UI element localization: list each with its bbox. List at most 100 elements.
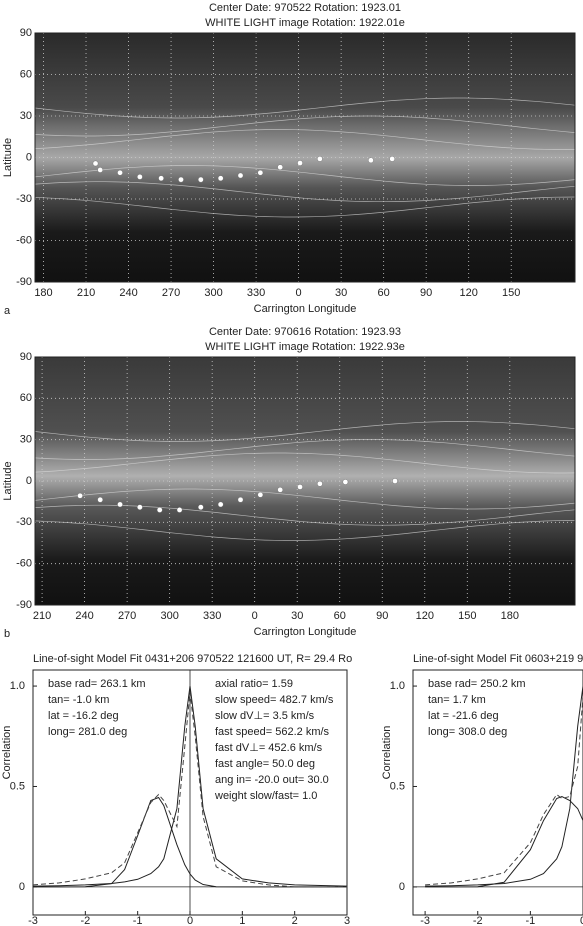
y-tick-label: -60 xyxy=(16,558,32,570)
x-tick-label: 0 xyxy=(187,915,193,926)
x-tick-label: 210 xyxy=(33,610,51,622)
contour-line xyxy=(34,520,576,541)
x-tick-label: 60 xyxy=(334,610,346,622)
contour-line xyxy=(34,439,576,460)
contour-line xyxy=(34,488,576,510)
x-tick-label: -1 xyxy=(525,915,535,926)
x-tick-label: 150 xyxy=(502,287,520,299)
trajectory-point xyxy=(178,176,184,183)
x-tick-label: 180 xyxy=(501,610,519,622)
trajectory-point xyxy=(77,492,83,499)
x-tick-label: 330 xyxy=(247,287,265,299)
trajectory-point xyxy=(198,504,204,510)
trajectory-point xyxy=(317,480,323,487)
trajectory-point xyxy=(217,501,224,508)
contour-line xyxy=(34,115,576,137)
contour-line xyxy=(34,452,576,474)
x-tick-label: 30 xyxy=(335,287,347,299)
y-axis-label: Latitude xyxy=(2,138,14,177)
x-tick-label: 3 xyxy=(344,915,350,926)
y-tick-label: 90 xyxy=(20,27,32,39)
contour-line xyxy=(34,181,576,203)
trajectory-point xyxy=(198,176,204,183)
x-tick-label: 300 xyxy=(160,610,178,622)
trajectory-point xyxy=(277,487,283,493)
panel-label: b xyxy=(4,628,10,640)
x-tick-label: 2 xyxy=(292,915,298,926)
trajectory-point xyxy=(92,160,99,167)
y-tick-label: 60 xyxy=(20,68,32,80)
fit-parameter: lat = -21.6 deg xyxy=(428,710,499,722)
contour-line xyxy=(34,421,576,442)
x-tick-label: 0 xyxy=(580,915,583,926)
y-tick-label: 0 xyxy=(26,151,32,163)
contour-line xyxy=(34,504,576,526)
contour-line xyxy=(34,129,576,150)
y-tick-label: 30 xyxy=(20,434,32,446)
fit-parameter: fast angle= 50.0 deg xyxy=(215,758,315,770)
y-tick-label: -30 xyxy=(16,193,32,205)
x-tick-label: 240 xyxy=(119,287,137,299)
trajectory-point xyxy=(97,496,103,503)
y-axis-label: Correlation xyxy=(1,726,13,780)
trajectory-point xyxy=(297,160,303,166)
y-tick-label: 0 xyxy=(399,881,405,893)
x-tick-label: 0 xyxy=(296,287,302,299)
y-tick-label: -90 xyxy=(16,599,32,611)
plot-title: Line-of-sight Model Fit 0603+219 9 xyxy=(413,653,583,665)
x-tick-label: 1 xyxy=(239,915,245,926)
trajectory-point xyxy=(317,156,323,162)
x-tick-label: -1 xyxy=(133,915,143,926)
trajectory-point xyxy=(137,504,143,510)
y-tick-label: 1.0 xyxy=(390,680,405,692)
trajectory-point xyxy=(257,169,264,176)
correlation-curve xyxy=(425,795,583,888)
correlation-curve xyxy=(425,696,583,886)
contour-line xyxy=(34,97,576,119)
trajectory-point xyxy=(217,175,224,182)
fit-parameter: fast dV⊥= 452.6 km/s xyxy=(215,742,323,754)
trajectory-point xyxy=(156,507,163,513)
x-tick-label: -2 xyxy=(473,915,483,926)
x-tick-label: 120 xyxy=(416,610,434,622)
fit-parameter: lat = -16.2 deg xyxy=(48,710,119,722)
fit-parameter: slow speed= 482.7 km/s xyxy=(215,694,334,706)
x-tick-label: 150 xyxy=(458,610,476,622)
x-tick-label: 270 xyxy=(118,610,136,622)
map-image xyxy=(35,357,575,605)
y-tick-label: 90 xyxy=(20,351,32,363)
plot-frame xyxy=(34,356,576,606)
y-tick-label: 60 xyxy=(20,392,32,404)
y-tick-label: 0 xyxy=(26,475,32,487)
y-axis-label: Correlation xyxy=(381,726,393,780)
fit-parameter: long= 308.0 deg xyxy=(428,726,507,738)
panel-label: a xyxy=(4,305,11,317)
trajectory-point xyxy=(389,156,395,162)
x-tick-label: 180 xyxy=(34,287,52,299)
plot-title: Line-of-sight Model Fit 0431+206 970522 … xyxy=(33,653,352,665)
correlation-curve xyxy=(33,796,347,888)
x-tick-label: -2 xyxy=(80,915,90,926)
x-tick-label: 300 xyxy=(204,287,222,299)
trajectory-point xyxy=(277,164,283,170)
fit-parameter: tan= -1.0 km xyxy=(48,694,109,706)
x-tick-label: 90 xyxy=(376,610,388,622)
fit-parameter: fast speed= 562.2 km/s xyxy=(215,726,330,738)
x-tick-label: 330 xyxy=(203,610,221,622)
fit-parameter: weight slow/fast= 1.0 xyxy=(214,790,317,802)
trajectory-point xyxy=(342,479,349,485)
y-tick-label: 0.5 xyxy=(10,780,25,792)
fit-parameter: axial ratio= 1.59 xyxy=(215,678,293,690)
plot-frame xyxy=(34,32,576,283)
correlation-curve xyxy=(425,686,583,887)
trajectory-point xyxy=(392,478,398,484)
fit-parameter: base rad= 263.1 km xyxy=(48,678,146,690)
trajectory-point xyxy=(237,172,244,179)
map-subtitle: WHITE LIGHT image Rotation: 1922.01e xyxy=(205,17,405,29)
trajectory-point xyxy=(297,484,303,490)
x-tick-label: 30 xyxy=(291,610,303,622)
y-tick-label: -60 xyxy=(16,234,32,246)
x-axis-label: Carrington Longitude xyxy=(254,626,357,638)
trajectory-point xyxy=(176,507,183,513)
